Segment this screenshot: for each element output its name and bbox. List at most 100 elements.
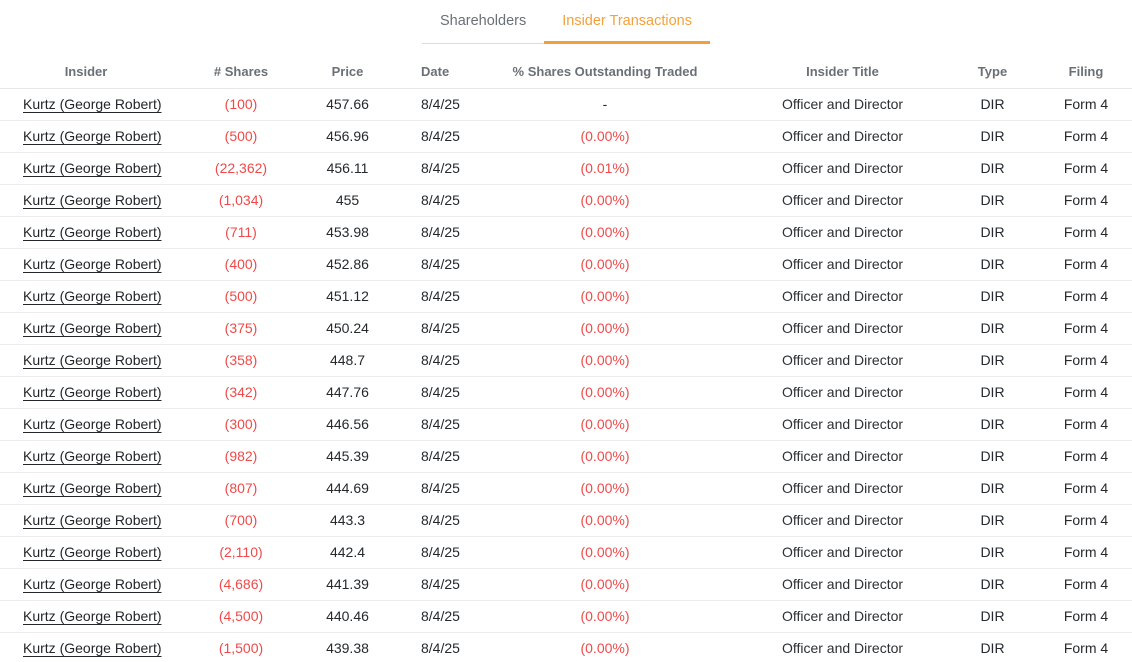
insider-link[interactable]: Kurtz (George Robert) [23, 256, 162, 272]
price-cell: 441.39 [310, 568, 385, 601]
insider-link[interactable]: Kurtz (George Robert) [23, 384, 162, 400]
type-cell: DIR [945, 184, 1040, 217]
filing-cell: Form 4 [1040, 120, 1132, 153]
pct-traded-cell: (0.00%) [470, 472, 740, 505]
table-row: Kurtz (George Robert) (358) 448.7 8/4/25… [0, 344, 1132, 377]
insider-link[interactable]: Kurtz (George Robert) [23, 128, 162, 144]
insider-title-cell: Officer and Director [740, 120, 945, 153]
pct-traded-cell: (0.00%) [470, 120, 740, 153]
insider-cell: Kurtz (George Robert) [0, 440, 172, 473]
price-cell: 445.39 [310, 440, 385, 473]
tab-shareholders[interactable]: Shareholders [421, 0, 545, 44]
tab-bar: Shareholders Insider Transactions [0, 0, 1132, 44]
pct-traded-cell: (0.00%) [470, 216, 740, 249]
price-cell: 448.7 [310, 344, 385, 377]
column-header-type: Type [945, 56, 1040, 89]
insider-title-cell: Officer and Director [740, 344, 945, 377]
insider-link[interactable]: Kurtz (George Robert) [23, 480, 162, 496]
insider-title-cell: Officer and Director [740, 600, 945, 633]
date-cell: 8/4/25 [385, 440, 470, 473]
column-header-pct-traded: % Shares Outstanding Traded [470, 56, 740, 89]
price-cell: 456.11 [310, 152, 385, 185]
insider-link[interactable]: Kurtz (George Robert) [23, 512, 162, 528]
insider-title-cell: Officer and Director [740, 376, 945, 409]
filing-cell: Form 4 [1040, 184, 1132, 217]
insider-cell: Kurtz (George Robert) [0, 536, 172, 569]
type-cell: DIR [945, 600, 1040, 633]
pct-traded-cell: - [470, 88, 740, 121]
filing-cell: Form 4 [1040, 248, 1132, 281]
price-cell: 456.96 [310, 120, 385, 153]
insider-table-body: Kurtz (George Robert) (100) 457.66 8/4/2… [0, 88, 1132, 662]
filing-cell: Form 4 [1040, 152, 1132, 185]
type-cell: DIR [945, 472, 1040, 505]
insider-link[interactable]: Kurtz (George Robert) [23, 544, 162, 560]
filing-cell: Form 4 [1040, 376, 1132, 409]
price-cell: 444.69 [310, 472, 385, 505]
type-cell: DIR [945, 408, 1040, 441]
type-cell: DIR [945, 504, 1040, 537]
price-cell: 442.4 [310, 536, 385, 569]
pct-traded-cell: (0.00%) [470, 568, 740, 601]
date-cell: 8/4/25 [385, 536, 470, 569]
insider-link[interactable]: Kurtz (George Robert) [23, 352, 162, 368]
date-cell: 8/4/25 [385, 88, 470, 121]
filing-cell: Form 4 [1040, 472, 1132, 505]
insider-cell: Kurtz (George Robert) [0, 88, 172, 121]
insider-cell: Kurtz (George Robert) [0, 568, 172, 601]
pct-traded-cell: (0.00%) [470, 280, 740, 313]
type-cell: DIR [945, 376, 1040, 409]
tab-insider-transactions[interactable]: Insider Transactions [544, 0, 710, 44]
filing-cell: Form 4 [1040, 216, 1132, 249]
insider-link[interactable]: Kurtz (George Robert) [23, 96, 162, 112]
shares-cell: (342) [172, 376, 310, 409]
pct-traded-cell: (0.01%) [470, 152, 740, 185]
shares-cell: (100) [172, 88, 310, 121]
date-cell: 8/4/25 [385, 504, 470, 537]
pct-traded-cell: (0.00%) [470, 344, 740, 377]
insider-link[interactable]: Kurtz (George Robert) [23, 640, 162, 656]
insider-link[interactable]: Kurtz (George Robert) [23, 608, 162, 624]
type-cell: DIR [945, 312, 1040, 345]
table-header-row: Insider # Shares Price Date % Shares Out… [0, 56, 1132, 89]
type-cell: DIR [945, 440, 1040, 473]
insider-link[interactable]: Kurtz (George Robert) [23, 160, 162, 176]
date-cell: 8/4/25 [385, 248, 470, 281]
type-cell: DIR [945, 120, 1040, 153]
filing-cell: Form 4 [1040, 344, 1132, 377]
shares-cell: (500) [172, 120, 310, 153]
insider-transactions-table: Insider # Shares Price Date % Shares Out… [0, 56, 1132, 662]
filing-cell: Form 4 [1040, 312, 1132, 345]
type-cell: DIR [945, 632, 1040, 662]
shares-cell: (300) [172, 408, 310, 441]
table-row: Kurtz (George Robert) (300) 446.56 8/4/2… [0, 408, 1132, 441]
date-cell: 8/4/25 [385, 280, 470, 313]
type-cell: DIR [945, 248, 1040, 281]
insider-cell: Kurtz (George Robert) [0, 280, 172, 313]
shares-cell: (400) [172, 248, 310, 281]
pct-traded-cell: (0.00%) [470, 536, 740, 569]
filing-cell: Form 4 [1040, 536, 1132, 569]
table-row: Kurtz (George Robert) (1,500) 439.38 8/4… [0, 632, 1132, 662]
date-cell: 8/4/25 [385, 632, 470, 662]
shares-cell: (375) [172, 312, 310, 345]
filing-cell: Form 4 [1040, 440, 1132, 473]
insider-link[interactable]: Kurtz (George Robert) [23, 320, 162, 336]
insider-title-cell: Officer and Director [740, 632, 945, 662]
type-cell: DIR [945, 88, 1040, 121]
table-row: Kurtz (George Robert) (4,686) 441.39 8/4… [0, 568, 1132, 601]
table-row: Kurtz (George Robert) (807) 444.69 8/4/2… [0, 472, 1132, 505]
insider-link[interactable]: Kurtz (George Robert) [23, 416, 162, 432]
table-row: Kurtz (George Robert) (375) 450.24 8/4/2… [0, 312, 1132, 345]
insider-link[interactable]: Kurtz (George Robert) [23, 288, 162, 304]
insider-link[interactable]: Kurtz (George Robert) [23, 224, 162, 240]
column-header-price: Price [310, 56, 385, 89]
pct-traded-cell: (0.00%) [470, 248, 740, 281]
insider-cell: Kurtz (George Robert) [0, 152, 172, 185]
insider-link[interactable]: Kurtz (George Robert) [23, 192, 162, 208]
insider-link[interactable]: Kurtz (George Robert) [23, 448, 162, 464]
insider-title-cell: Officer and Director [740, 152, 945, 185]
filing-cell: Form 4 [1040, 504, 1132, 537]
insider-link[interactable]: Kurtz (George Robert) [23, 576, 162, 592]
table-row: Kurtz (George Robert) (2,110) 442.4 8/4/… [0, 536, 1132, 569]
